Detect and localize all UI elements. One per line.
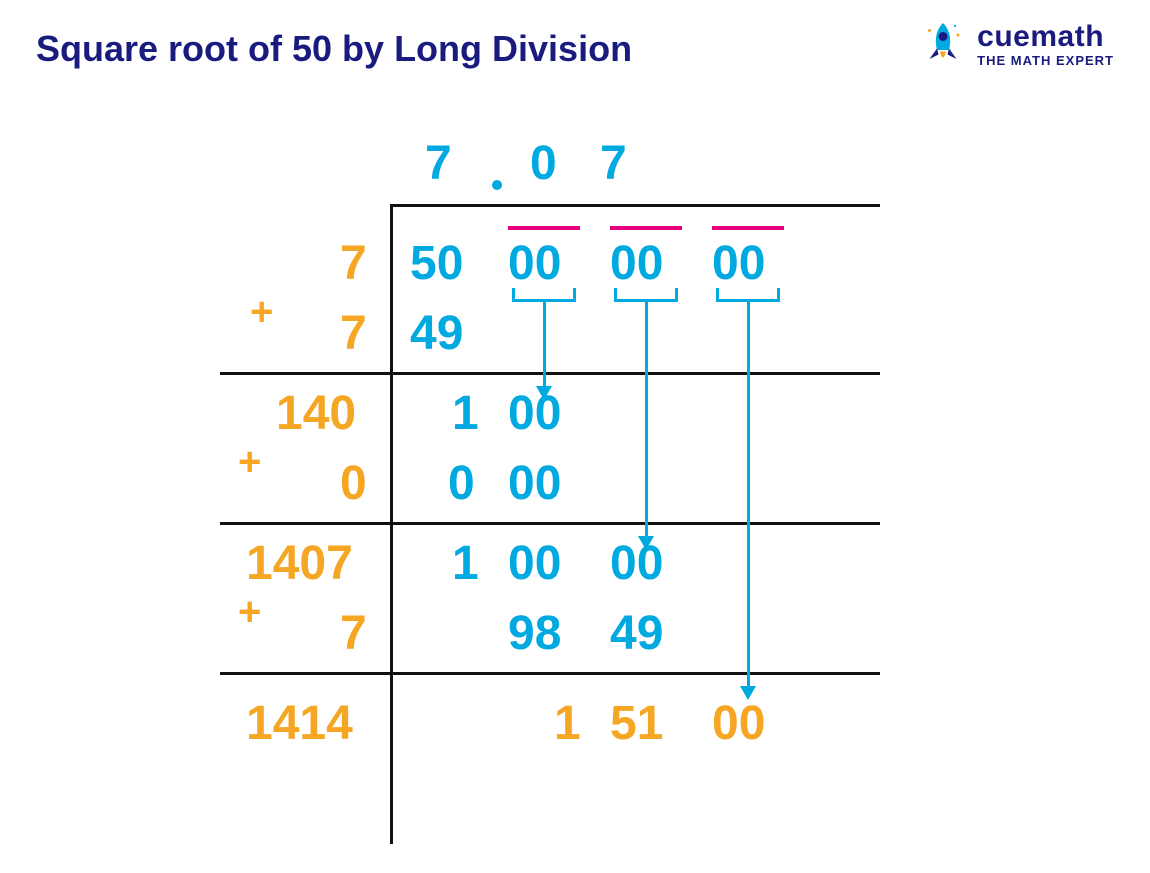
- s4-div: 1414: [246, 700, 353, 748]
- quotient-d2: 0: [530, 140, 557, 188]
- brand-tagline: THE MATH EXPERT: [977, 54, 1114, 67]
- bracket-3: [716, 288, 780, 302]
- s3-rem-1: 1: [452, 540, 479, 588]
- s4-rem-g2: 00: [712, 700, 765, 748]
- dividend-g3: 00: [610, 240, 663, 288]
- brand-name: cuemath: [977, 22, 1114, 52]
- s1-div-top: 7: [340, 240, 367, 288]
- arrow-1-line: [543, 302, 546, 388]
- s2-sub-1: 0: [448, 460, 475, 508]
- division-top-line: [390, 204, 880, 207]
- overbar-1: [508, 226, 580, 230]
- s4-rem-1: 1: [554, 700, 581, 748]
- s3-sub-g2: 49: [610, 610, 663, 658]
- overbar-3: [712, 226, 784, 230]
- s3-rem-g1: 00: [508, 540, 561, 588]
- hline-2: [220, 522, 880, 525]
- arrow-3-line: [747, 302, 750, 688]
- hline-1: [220, 372, 880, 375]
- dividend-g1: 50: [410, 240, 463, 288]
- brand-logo: cuemath THE MATH EXPERT: [919, 20, 1114, 68]
- dividend-g4: 00: [712, 240, 765, 288]
- s1-div-bot: 7: [340, 310, 367, 358]
- arrow-2-line: [645, 302, 648, 538]
- dividend-g2: 00: [508, 240, 561, 288]
- s3-sub-g1: 98: [508, 610, 561, 658]
- s3-div-bot: 7: [340, 610, 367, 658]
- hline-3: [220, 672, 880, 675]
- s2-div-bot: 0: [340, 460, 367, 508]
- s2-rem-1: 1: [452, 390, 479, 438]
- overbar-2: [610, 226, 682, 230]
- s2-sub-g: 00: [508, 460, 561, 508]
- s3-div-top: 1407: [246, 540, 353, 588]
- bracket-2: [614, 288, 678, 302]
- rocket-icon: [919, 20, 967, 68]
- quotient-d1: 7: [425, 140, 452, 188]
- s2-rem-g: 00: [508, 390, 561, 438]
- quotient-d3: 7: [600, 140, 627, 188]
- s2-div-top: 140: [276, 390, 356, 438]
- page-title: Square root of 50 by Long Division: [36, 28, 632, 70]
- s3-rem-g2: 00: [610, 540, 663, 588]
- bracket-1: [512, 288, 576, 302]
- quotient-decimal: [492, 180, 502, 190]
- long-division-diagram: 7 0 7 50 00 00 00 7 + 7 49 140 + 0 1 00 …: [190, 140, 950, 850]
- s3-plus: +: [238, 590, 261, 635]
- s2-plus: +: [238, 440, 261, 485]
- s1-plus: +: [250, 290, 273, 335]
- s1-sub: 49: [410, 310, 463, 358]
- s4-rem-g1: 51: [610, 700, 663, 748]
